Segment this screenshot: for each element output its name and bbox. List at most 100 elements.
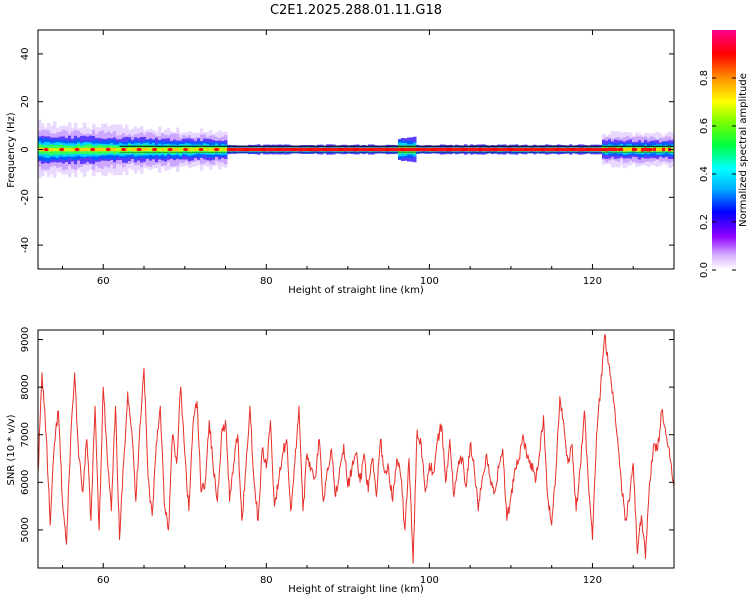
- heatmap-core-cell: [536, 147, 540, 152]
- spectrogram-y-ticks: -40 -20 0 20 40: [20, 48, 674, 253]
- colorbar-tick-label: 0.2: [699, 214, 710, 230]
- heatmap-peak: [492, 147, 498, 152]
- heatmap-core-cell: [266, 147, 270, 152]
- heatmap-core-cell: [161, 147, 165, 152]
- heatmap-core-cell: [506, 147, 510, 152]
- snr-frame: [37, 329, 675, 569]
- heatmap-core-cell: [206, 147, 210, 152]
- spectrogram-heatmap: [38, 119, 674, 179]
- heatmap-core-cell: [227, 147, 231, 152]
- snr-series-line: [38, 334, 674, 564]
- colorbar-ticks: 0.0 0.2 0.4 0.6 0.8: [699, 70, 736, 278]
- heatmap-peak: [539, 147, 545, 152]
- heatmap-core-cell: [335, 147, 339, 152]
- heatmap-core-cell: [533, 147, 537, 152]
- heatmap-peak: [554, 147, 560, 152]
- heatmap-core-cell: [377, 147, 381, 152]
- heatmap-core-cell: [299, 147, 303, 152]
- heatmap-core-cell: [392, 147, 396, 152]
- heatmap-core-cell: [566, 147, 570, 152]
- heatmap-core-cell: [146, 147, 150, 152]
- heatmap-peak: [632, 147, 638, 152]
- heatmap-core-cell: [344, 147, 348, 152]
- heatmap-peak: [508, 147, 514, 152]
- spectrogram-panel: 60 80 100 120 -40 -20 0 20 40 Height of straigh…: [6, 29, 675, 296]
- heatmap-peak: [245, 147, 251, 152]
- heatmap-peak: [353, 147, 359, 152]
- heatmap-core-cell: [443, 147, 447, 152]
- heatmap-core-cell: [98, 147, 102, 152]
- heatmap-peak: [291, 147, 297, 152]
- heatmap-core-cell: [575, 147, 579, 152]
- heatmap-core-cell: [374, 147, 378, 152]
- heatmap-core-cell: [425, 147, 429, 152]
- heatmap-core-cell: [389, 147, 393, 152]
- heatmap-core-cell: [590, 147, 594, 152]
- heatmap-core-cell: [65, 147, 69, 152]
- heatmap-core-cell: [86, 147, 90, 152]
- heatmap-core-cell: [347, 147, 351, 152]
- heatmap-core-cell: [116, 147, 120, 152]
- heatmap-core-cell: [188, 147, 192, 152]
- x-tick-label: 60: [97, 575, 110, 586]
- heatmap-core-cell: [584, 147, 588, 152]
- heatmap-core-cell: [605, 147, 609, 152]
- spectrogram-x-label: Height of straight line (km): [288, 285, 424, 296]
- heatmap-peak: [276, 147, 282, 152]
- heatmap-core-cell: [251, 147, 255, 152]
- colorbar-gradient: [712, 30, 736, 270]
- colorbar-tick-label: 0.0: [699, 262, 710, 278]
- heatmap-core-cell: [662, 147, 666, 152]
- heatmap-core-cell: [638, 147, 642, 152]
- y-tick-label: 0: [20, 146, 31, 152]
- heatmap-peak: [90, 147, 96, 152]
- heatmap-core-cell: [518, 147, 522, 152]
- heatmap-core-cell: [380, 147, 384, 152]
- colorbar: 0.0 0.2 0.4 0.6 0.8 Normalized spectral ampl…: [699, 30, 749, 278]
- y-tick-label: 7000: [20, 422, 31, 447]
- heatmap-peak: [229, 147, 235, 152]
- y-tick-label: 40: [20, 48, 31, 61]
- heatmap-core-cell: [47, 147, 51, 152]
- heatmap-peak: [74, 147, 80, 152]
- heatmap-core-cell: [128, 147, 132, 152]
- heatmap-core-cell: [485, 147, 489, 152]
- heatmap-core-cell: [56, 147, 60, 152]
- x-tick-label: 100: [420, 276, 439, 287]
- heatmap-peak: [415, 147, 421, 152]
- heatmap-core-cell: [203, 147, 207, 152]
- heatmap-peak: [105, 147, 111, 152]
- heatmap-peak: [585, 147, 591, 152]
- heatmap-peak: [198, 147, 204, 152]
- heatmap-core-cell: [125, 147, 129, 152]
- heatmap-core-cell: [257, 147, 261, 152]
- y-tick-label: 20: [20, 95, 31, 108]
- heatmap-core-cell: [473, 147, 477, 152]
- heatmap-core-cell: [80, 147, 84, 152]
- heatmap-peak: [368, 147, 374, 152]
- heatmap-core-cell: [50, 147, 54, 152]
- heatmap-core-cell: [482, 147, 486, 152]
- heatmap-core-cell: [470, 147, 474, 152]
- heatmap-peak: [430, 147, 436, 152]
- colorbar-tick-label: 0.8: [699, 70, 710, 86]
- heatmap-core-cell: [578, 147, 582, 152]
- heatmap-core-cell: [272, 147, 276, 152]
- heatmap-core-cell: [593, 147, 597, 152]
- heatmap-core-cell: [629, 147, 633, 152]
- heatmap-core-cell: [149, 147, 153, 152]
- x-tick-label: 100: [420, 575, 439, 586]
- heatmap-peak: [446, 147, 452, 152]
- heatmap-core-cell: [398, 147, 402, 152]
- heatmap-peak: [59, 147, 65, 152]
- heatmap-core-cell: [158, 147, 162, 152]
- heatmap-core-cell: [359, 147, 363, 152]
- heatmap-peak: [307, 147, 313, 152]
- heatmap-core-cell: [413, 147, 417, 152]
- heatmap-core-cell: [596, 147, 600, 152]
- heatmap-core-cell: [614, 147, 618, 152]
- heatmap-peak: [214, 147, 220, 152]
- heatmap-core-cell: [665, 147, 669, 152]
- heatmap-core-cell: [296, 147, 300, 152]
- x-tick-label: 80: [260, 575, 273, 586]
